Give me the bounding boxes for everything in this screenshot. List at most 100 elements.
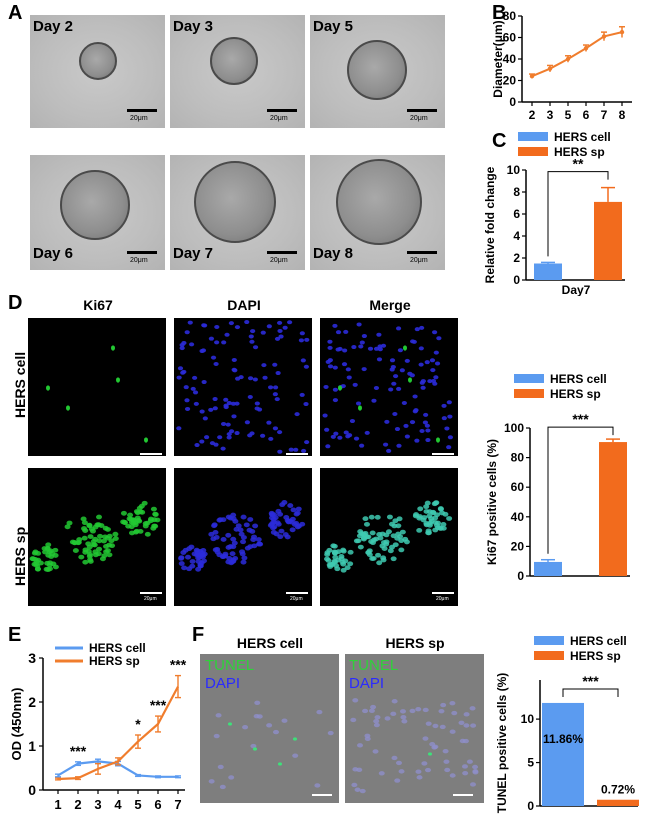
day-label: Day 5 bbox=[313, 18, 354, 35]
stain-label-dapi: DAPI bbox=[205, 675, 241, 692]
nucleus bbox=[303, 402, 309, 407]
series-line bbox=[531, 31, 623, 78]
nucleus bbox=[431, 745, 438, 750]
nucleus bbox=[423, 504, 430, 510]
positive-nucleus bbox=[116, 377, 120, 383]
panel-letter-f: F bbox=[192, 624, 205, 646]
nucleus bbox=[144, 531, 151, 537]
nucleus bbox=[379, 531, 386, 537]
nucleus bbox=[281, 718, 288, 723]
nucleus bbox=[442, 748, 449, 754]
nucleus bbox=[88, 526, 95, 532]
y-tick-label: 8 bbox=[513, 185, 520, 199]
significance-bracket bbox=[562, 688, 619, 697]
x-tick-label: 2 bbox=[529, 108, 536, 122]
x-tick-label: 4 bbox=[114, 797, 122, 812]
nucleus bbox=[381, 546, 388, 551]
nucleus bbox=[222, 551, 229, 557]
scale-label: 20μm bbox=[290, 596, 303, 602]
nucleus bbox=[134, 510, 141, 516]
nucleus bbox=[237, 527, 244, 533]
legend-label: HERS sp bbox=[89, 654, 140, 668]
nucleus bbox=[422, 420, 429, 425]
significance-label: *** bbox=[582, 673, 599, 689]
nucleus bbox=[35, 557, 42, 563]
nucleus bbox=[472, 764, 479, 770]
nucleus bbox=[254, 406, 260, 411]
nucleus bbox=[228, 429, 235, 434]
nucleus bbox=[295, 506, 302, 512]
nucleus bbox=[472, 769, 479, 774]
nucleus bbox=[284, 534, 291, 540]
nucleus bbox=[400, 709, 407, 714]
nucleus bbox=[402, 536, 409, 542]
nucleus bbox=[235, 376, 241, 381]
nucleus bbox=[128, 519, 135, 525]
nucleus bbox=[353, 436, 360, 441]
nucleus bbox=[368, 539, 375, 544]
scale-label: 20μm bbox=[410, 257, 428, 264]
nucleus bbox=[340, 567, 347, 573]
nucleus bbox=[240, 514, 247, 520]
scale-bar bbox=[127, 109, 157, 112]
nucleus bbox=[293, 447, 299, 452]
panel-letter-b: B bbox=[492, 2, 507, 24]
nucleus bbox=[332, 554, 339, 560]
nucleus bbox=[184, 554, 191, 560]
micrograph bbox=[345, 654, 484, 803]
nucleus bbox=[446, 445, 452, 450]
nucleus bbox=[242, 725, 249, 730]
nucleus bbox=[214, 549, 221, 555]
nucleus bbox=[332, 559, 339, 565]
nucleus bbox=[416, 514, 423, 519]
legend-label: HERS cell bbox=[570, 634, 627, 648]
nucleus bbox=[293, 511, 300, 517]
nucleus bbox=[225, 514, 232, 520]
nucleus bbox=[357, 529, 364, 534]
nucleus bbox=[248, 334, 254, 339]
micrograph bbox=[28, 318, 166, 456]
nucleus bbox=[134, 515, 141, 521]
legend-swatch bbox=[518, 147, 548, 156]
nucleus bbox=[373, 386, 380, 391]
nucleus bbox=[412, 394, 418, 399]
nucleus bbox=[378, 771, 385, 776]
y-tick-label: 80 bbox=[503, 9, 517, 23]
positive-nucleus bbox=[358, 405, 362, 411]
y-tick-label: 100 bbox=[504, 421, 524, 435]
nucleus bbox=[387, 548, 394, 554]
nucleus bbox=[249, 339, 255, 344]
nucleus bbox=[385, 529, 392, 535]
nucleus bbox=[220, 446, 226, 451]
nucleus bbox=[424, 500, 431, 506]
y-tick-label: 40 bbox=[503, 52, 517, 66]
nucleus bbox=[195, 566, 202, 572]
nucleus bbox=[409, 708, 416, 714]
nucleus bbox=[409, 339, 416, 344]
data-point bbox=[565, 56, 571, 62]
micrograph-day7: Day 7 20μm bbox=[170, 155, 305, 270]
nucleus bbox=[254, 700, 261, 705]
nucleus bbox=[462, 770, 469, 776]
nucleus bbox=[187, 320, 193, 325]
scale-label: 20μm bbox=[410, 115, 428, 122]
nucleus bbox=[106, 552, 113, 558]
nucleus bbox=[92, 549, 99, 555]
nucleus bbox=[81, 520, 88, 526]
micrograph-day3: Day 3 20μm bbox=[170, 15, 305, 128]
positive-nucleus bbox=[293, 737, 297, 741]
nucleus bbox=[392, 411, 398, 416]
nucleus bbox=[327, 345, 333, 350]
column-header-hers-cell: HERS cell bbox=[236, 635, 304, 651]
nucleus bbox=[112, 536, 119, 541]
y-tick-label: 60 bbox=[503, 31, 517, 45]
nucleus bbox=[421, 761, 428, 766]
nucleus bbox=[208, 779, 215, 784]
legend-swatch bbox=[514, 389, 544, 398]
nucleus bbox=[87, 552, 94, 557]
nucleus bbox=[220, 421, 227, 426]
nucleus bbox=[300, 358, 306, 363]
nucleus bbox=[133, 528, 140, 534]
nucleus bbox=[184, 406, 191, 411]
nucleus bbox=[109, 543, 116, 549]
